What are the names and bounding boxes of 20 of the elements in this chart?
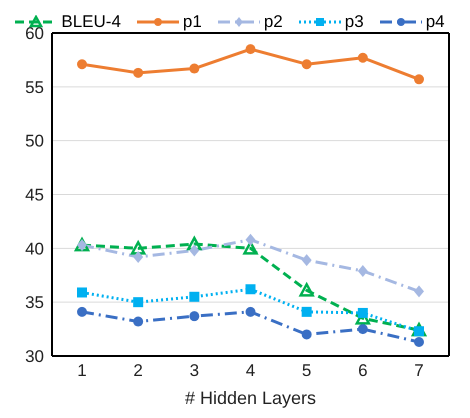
x-tick-label: 3 [190,361,200,380]
y-tick-label: 30 [25,347,44,366]
x-axis-title: # Hidden Layers [184,388,316,408]
legend-label: BLEU-4 [61,12,121,31]
x-tick-label: 1 [77,361,87,380]
legend-label: p4 [424,12,445,32]
y-tick-label: 60 [25,24,44,44]
x-tick-label: 5 [302,361,312,380]
legend-label: p3 [344,12,364,32]
y-tick-label: 45 [25,186,44,205]
y-tick-label: 35 [25,293,44,312]
legend-label: p2 [262,12,283,32]
y-tick-label: 50 [25,132,44,151]
x-tick-label: 7 [414,361,424,380]
y-tick-label: 55 [25,78,44,97]
y-tick-label: 40 [25,239,44,258]
x-tick-label: 2 [133,361,143,380]
x-tick-label: 4 [246,361,256,380]
legend-label: p1 [182,12,202,32]
x-tick-label: 6 [358,361,368,380]
